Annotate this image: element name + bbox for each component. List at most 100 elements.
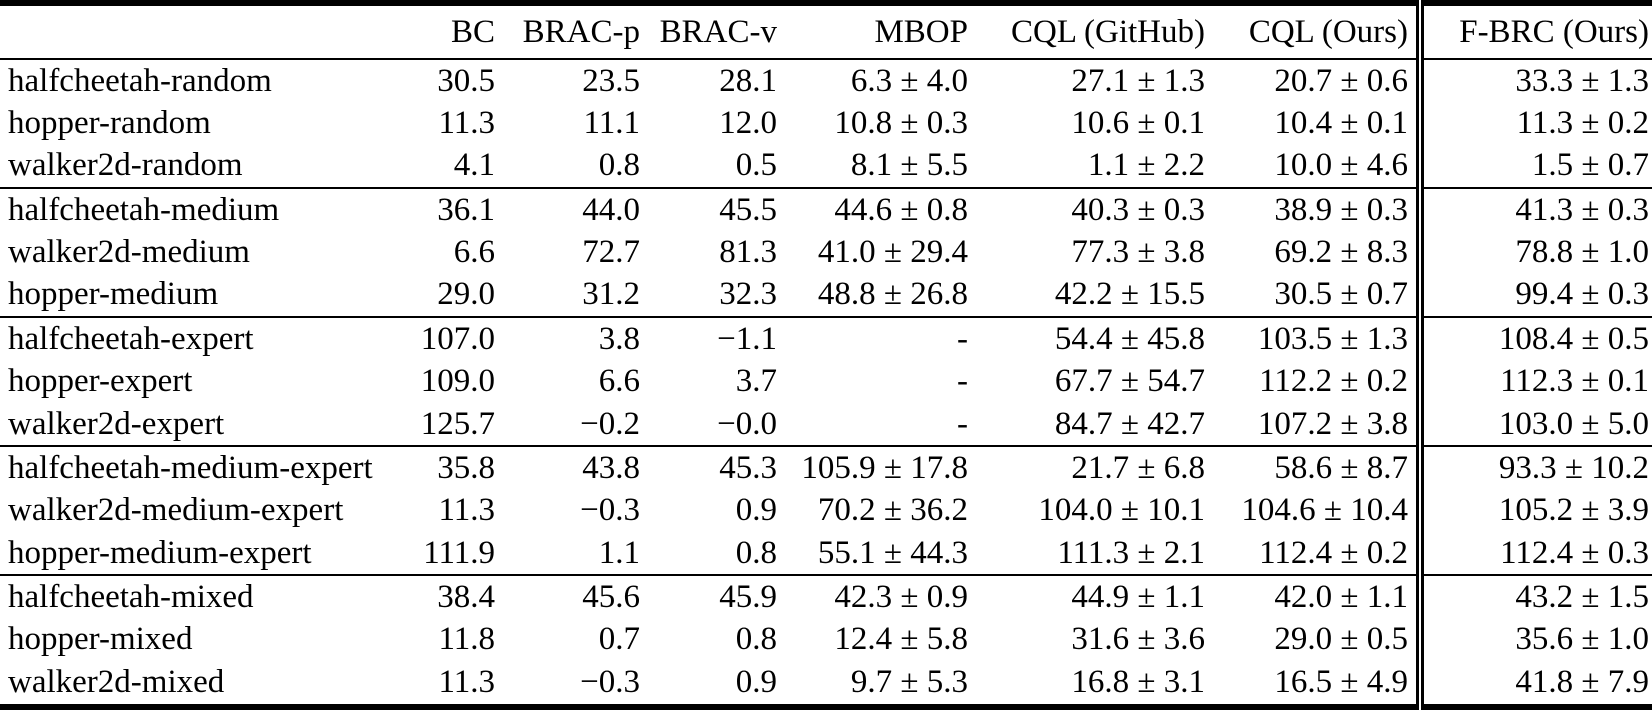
cell-walker2d-expert-bc: 125.7 <box>420 405 495 442</box>
cell-walker2d-expert-mbop: - <box>957 405 968 442</box>
column-header-cql-ours: CQL (Ours) <box>1210 3 1420 60</box>
cell-hopper-random-cql-github: 10.6 ± 0.1 <box>1071 105 1205 142</box>
cell-halfcheetah-medium-expert-cql-ours: 58.6 ± 8.7 <box>1210 445 1420 490</box>
cell-hopper-mixed-brac-p: 0.7 <box>598 621 640 658</box>
column-header-brac-v: BRAC-v <box>645 3 782 60</box>
cell-walker2d-medium-expert-f-brc-ours: 105.2 ± 3.9 <box>1416 489 1652 532</box>
cell-walker2d-medium-brac-v: 81.3 <box>719 234 777 271</box>
cell-walker2d-medium-expert-bc: 11.3 <box>438 492 495 529</box>
cell-hopper-random-bc: 11.3 <box>438 105 495 142</box>
cell-walker2d-random-bc: 4.1 <box>453 147 495 184</box>
cell-walker2d-medium-cql-ours: 69.2 ± 8.3 <box>1274 234 1408 271</box>
cell-halfcheetah-medium-brac-v: 45.5 <box>645 187 782 232</box>
cell-halfcheetah-medium-expert-bc: 35.8 <box>410 445 500 490</box>
cell-hopper-medium-brac-p: 31.2 <box>582 276 640 313</box>
cell-hopper-mixed-mbop: 12.4 ± 5.8 <box>834 621 968 658</box>
cell-halfcheetah-medium-expert-cql-github: 21.7 ± 6.8 <box>973 445 1210 490</box>
cell-hopper-random-f-brc-ours: 11.3 ± 0.2 <box>1416 102 1652 145</box>
cell-halfcheetah-random-brac-p: 23.5 <box>582 62 640 99</box>
cell-halfcheetah-random-f-brc-ours: 33.3 ± 1.3 <box>1416 59 1652 103</box>
cell-hopper-medium-expert-cql-github: 111.3 ± 2.1 <box>1057 534 1205 571</box>
table-row-hopper-random: hopper-random 11.3 11.1 12.0 10.8 ± 0.3 10.6 … <box>0 102 1652 145</box>
cell-halfcheetah-expert-mbop: - <box>782 316 973 361</box>
cell-walker2d-expert-f-brc-ours: 103.0 ± 5.0 <box>1416 402 1652 447</box>
cell-hopper-medium-expert-bc: 111.9 <box>423 534 495 571</box>
cell-halfcheetah-random-cql-github: 27.1 ± 1.3 <box>1071 62 1205 99</box>
cell-hopper-random-brac-v: 12.0 <box>719 105 777 142</box>
table-row-hopper-medium-expert: hopper-medium-expert 111.9 1.1 0.8 55.1 ± 44… <box>0 531 1652 576</box>
column-header-mbop: MBOP <box>782 3 973 60</box>
row-label: halfcheetah-medium <box>0 187 410 232</box>
row-label: walker2d-medium-expert <box>8 492 344 529</box>
cell-hopper-medium-expert-brac-p: 1.1 <box>598 534 640 571</box>
cell-hopper-medium-brac-v: 32.3 <box>719 276 777 313</box>
corner-cell <box>0 3 410 60</box>
cell-walker2d-mixed-f-brc-ours: 41.8 ± 7.9 <box>1416 660 1652 707</box>
table-row-hopper-mixed: hopper-mixed 11.8 0.7 0.8 12.4 ± 5.8 31.6 ± 3… <box>0 618 1652 661</box>
cell-halfcheetah-mixed-cql-ours: 42.0 ± 1.1 <box>1210 574 1420 619</box>
cell-walker2d-medium-expert-brac-v: 0.9 <box>735 492 777 529</box>
cell-walker2d-mixed-cql-github: 16.8 ± 3.1 <box>1071 663 1205 700</box>
row-label: hopper-expert <box>8 363 193 400</box>
header-row: BC BRAC-p BRAC-v MBOP CQL (GitHub) CQL (Ours)… <box>0 3 1652 60</box>
table-row-walker2d-mixed: walker2d-mixed 11.3 −0.3 0.9 9.7 ± 5.3 16.8 ±… <box>0 660 1652 707</box>
cell-hopper-expert-mbop: - <box>957 363 968 400</box>
table-body: halfcheetah-random 30.5 23.5 28.1 6.3 ± 4.0 2… <box>0 59 1652 707</box>
cell-halfcheetah-medium-expert-mbop: 105.9 ± 17.8 <box>782 445 973 490</box>
cell-walker2d-mixed-brac-p: −0.3 <box>580 663 640 700</box>
cell-hopper-mixed-brac-v: 0.8 <box>735 621 777 658</box>
table-row-hopper-medium: hopper-medium 29.0 31.2 32.3 48.8 ± 26.8 42.2… <box>0 273 1652 318</box>
cell-halfcheetah-random-cql-ours: 20.7 ± 0.6 <box>1274 62 1408 99</box>
row-label: hopper-medium-expert <box>8 534 312 571</box>
cell-halfcheetah-random-brac-v: 28.1 <box>719 62 777 99</box>
cell-hopper-expert-f-brc-ours: 112.3 ± 0.1 <box>1416 360 1652 403</box>
cell-walker2d-mixed-cql-ours: 16.5 ± 4.9 <box>1274 663 1408 700</box>
cell-halfcheetah-random-mbop: 6.3 ± 4.0 <box>850 62 968 99</box>
cell-hopper-mixed-cql-ours: 29.0 ± 0.5 <box>1274 621 1408 658</box>
cell-walker2d-random-brac-p: 0.8 <box>598 147 640 184</box>
cell-hopper-medium-f-brc-ours: 99.4 ± 0.3 <box>1416 273 1652 318</box>
row-label: halfcheetah-expert <box>0 316 410 361</box>
cell-halfcheetah-expert-f-brc-ours: 108.4 ± 0.5 <box>1416 316 1652 361</box>
cell-walker2d-medium-cql-github: 77.3 ± 3.8 <box>1071 234 1205 271</box>
row-label: walker2d-expert <box>8 405 225 442</box>
row-label: hopper-random <box>8 105 211 142</box>
cell-walker2d-medium-expert-cql-ours: 104.6 ± 10.4 <box>1241 492 1408 529</box>
cell-walker2d-expert-brac-v: −0.0 <box>717 405 777 442</box>
cell-hopper-medium-mbop: 48.8 ± 26.8 <box>817 276 968 313</box>
cell-hopper-expert-brac-p: 6.6 <box>598 363 640 400</box>
cell-walker2d-medium-mbop: 41.0 ± 29.4 <box>817 234 968 271</box>
column-header-brac-p: BRAC-p <box>500 3 645 60</box>
cell-halfcheetah-medium-bc: 36.1 <box>410 187 500 232</box>
cell-halfcheetah-medium-cql-ours: 38.9 ± 0.3 <box>1210 187 1420 232</box>
cell-walker2d-mixed-mbop: 9.7 ± 5.3 <box>850 663 968 700</box>
cell-hopper-expert-brac-v: 3.7 <box>735 363 777 400</box>
cell-walker2d-random-cql-github: 1.1 ± 2.2 <box>1087 147 1205 184</box>
cell-walker2d-mixed-bc: 11.3 <box>438 663 495 700</box>
cell-walker2d-random-mbop: 8.1 ± 5.5 <box>850 147 968 184</box>
cell-walker2d-medium-expert-brac-p: −0.3 <box>580 492 640 529</box>
cell-walker2d-medium-expert-mbop: 70.2 ± 36.2 <box>817 492 968 529</box>
column-header-f-brc-ours: F-BRC (Ours) <box>1416 3 1652 60</box>
cell-walker2d-medium-bc: 6.6 <box>453 234 495 271</box>
cell-walker2d-expert-brac-p: −0.2 <box>580 405 640 442</box>
cell-halfcheetah-medium-mbop: 44.6 ± 0.8 <box>782 187 973 232</box>
cell-hopper-expert-cql-github: 67.7 ± 54.7 <box>1054 363 1205 400</box>
cell-halfcheetah-random-bc: 30.5 <box>437 62 495 99</box>
table-row-halfcheetah-random: halfcheetah-random 30.5 23.5 28.1 6.3 ± 4.0 2… <box>0 59 1652 103</box>
cell-halfcheetah-expert-bc: 107.0 <box>410 316 500 361</box>
cell-walker2d-medium-f-brc-ours: 78.8 ± 1.0 <box>1416 231 1652 274</box>
cell-hopper-medium-bc: 29.0 <box>437 276 495 313</box>
row-label: halfcheetah-mixed <box>0 574 410 619</box>
row-label: walker2d-mixed <box>8 663 225 700</box>
cell-walker2d-medium-brac-p: 72.7 <box>582 234 640 271</box>
cell-halfcheetah-mixed-bc: 38.4 <box>410 574 500 619</box>
cell-hopper-expert-cql-ours: 112.2 ± 0.2 <box>1259 363 1408 400</box>
cell-hopper-mixed-f-brc-ours: 35.6 ± 1.0 <box>1416 618 1652 661</box>
cell-halfcheetah-expert-cql-github: 54.4 ± 45.8 <box>973 316 1210 361</box>
cell-halfcheetah-expert-brac-v: −1.1 <box>645 316 782 361</box>
cell-hopper-medium-expert-cql-ours: 112.4 ± 0.2 <box>1259 534 1408 571</box>
table-row-walker2d-medium: walker2d-medium 6.6 72.7 81.3 41.0 ± 29.4 77.… <box>0 231 1652 274</box>
cell-halfcheetah-medium-brac-p: 44.0 <box>500 187 645 232</box>
